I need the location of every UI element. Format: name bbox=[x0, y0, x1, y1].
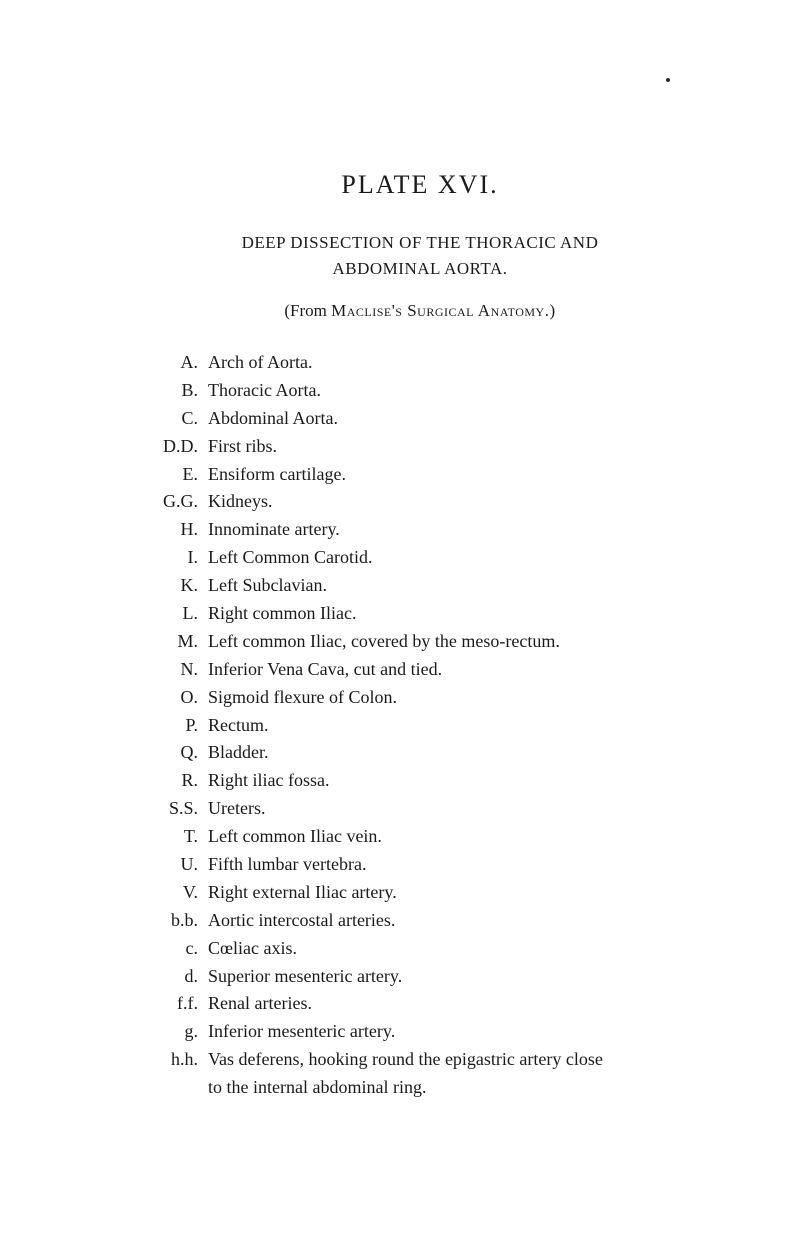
list-item: g.Inferior mesenteric artery. bbox=[130, 1018, 710, 1046]
list-item: R.Right iliac fossa. bbox=[130, 767, 710, 795]
entry-label: I. bbox=[130, 544, 208, 572]
entry-label: f.f. bbox=[130, 990, 208, 1018]
list-item: K.Left Subclavian. bbox=[130, 572, 710, 600]
entry-text: Sigmoid flexure of Colon. bbox=[208, 684, 710, 712]
list-item: M.Left common Iliac, covered by the meso… bbox=[130, 628, 710, 656]
entry-text: Innominate artery. bbox=[208, 516, 710, 544]
entry-label: V. bbox=[130, 879, 208, 907]
entry-label: b.b. bbox=[130, 907, 208, 935]
entry-label: C. bbox=[130, 405, 208, 433]
list-item: V.Right external Iliac artery. bbox=[130, 879, 710, 907]
entry-label: g. bbox=[130, 1018, 208, 1046]
entry-text: Right common Iliac. bbox=[208, 600, 710, 628]
list-item: S.S.Ureters. bbox=[130, 795, 710, 823]
list-item: Q.Bladder. bbox=[130, 739, 710, 767]
entry-label: c. bbox=[130, 935, 208, 963]
entry-text: Abdominal Aorta. bbox=[208, 405, 710, 433]
list-item: N.Inferior Vena Cava, cut and tied. bbox=[130, 656, 710, 684]
entries-list: A.Arch of Aorta. B.Thoracic Aorta. C.Abd… bbox=[130, 349, 710, 1102]
entry-label: Q. bbox=[130, 739, 208, 767]
entry-label: L. bbox=[130, 600, 208, 628]
source-smallcaps: Maclise's Surgical Anatomy.) bbox=[331, 301, 556, 320]
entry-label: G.G. bbox=[130, 488, 208, 516]
entry-label: R. bbox=[130, 767, 208, 795]
document-page: PLATE XVI. DEEP DISSECTION OF THE THORAC… bbox=[0, 0, 800, 1256]
entry-text: Left common Iliac vein. bbox=[208, 823, 710, 851]
entry-text: First ribs. bbox=[208, 433, 710, 461]
entry-text: Ensiform cartilage. bbox=[208, 461, 710, 489]
plate-title: PLATE XVI. bbox=[130, 170, 710, 200]
entry-label: h.h. bbox=[130, 1046, 208, 1074]
list-item: L.Right common Iliac. bbox=[130, 600, 710, 628]
list-item: H.Innominate artery. bbox=[130, 516, 710, 544]
entry-text: Vas deferens, hooking round the epigastr… bbox=[208, 1046, 710, 1074]
entry-label: d. bbox=[130, 963, 208, 991]
entry-continuation: to the internal abdominal ring. bbox=[130, 1074, 710, 1102]
list-item: A.Arch of Aorta. bbox=[130, 349, 710, 377]
entry-label: A. bbox=[130, 349, 208, 377]
entry-text: Inferior mesenteric artery. bbox=[208, 1018, 710, 1046]
list-item: I.Left Common Carotid. bbox=[130, 544, 710, 572]
stray-dot-mark bbox=[666, 78, 670, 82]
entry-label: M. bbox=[130, 628, 208, 656]
list-item: D.D.First ribs. bbox=[130, 433, 710, 461]
subtitle-line-1: DEEP DISSECTION OF THE THORACIC AND bbox=[242, 233, 599, 252]
entry-label: K. bbox=[130, 572, 208, 600]
list-item: d.Superior mesenteric artery. bbox=[130, 963, 710, 991]
entry-label: S.S. bbox=[130, 795, 208, 823]
entry-text: Left Subclavian. bbox=[208, 572, 710, 600]
entry-label: O. bbox=[130, 684, 208, 712]
list-item: h.h.Vas deferens, hooking round the epig… bbox=[130, 1046, 710, 1074]
list-item: B.Thoracic Aorta. bbox=[130, 377, 710, 405]
entry-label: H. bbox=[130, 516, 208, 544]
list-item: P.Rectum. bbox=[130, 712, 710, 740]
entry-text: Renal arteries. bbox=[208, 990, 710, 1018]
list-item: c.Cœliac axis. bbox=[130, 935, 710, 963]
entry-text: Rectum. bbox=[208, 712, 710, 740]
entry-label: B. bbox=[130, 377, 208, 405]
entry-text: Right iliac fossa. bbox=[208, 767, 710, 795]
list-item: E.Ensiform cartilage. bbox=[130, 461, 710, 489]
subtitle-block: DEEP DISSECTION OF THE THORACIC AND ABDO… bbox=[130, 230, 710, 281]
source-line: (From Maclise's Surgical Anatomy.) bbox=[130, 301, 710, 321]
list-item: b.b.Aortic intercostal arteries. bbox=[130, 907, 710, 935]
entry-text: Ureters. bbox=[208, 795, 710, 823]
list-item: U.Fifth lumbar vertebra. bbox=[130, 851, 710, 879]
source-prefix: (From bbox=[284, 301, 331, 320]
list-item: T.Left common Iliac vein. bbox=[130, 823, 710, 851]
entry-text: Cœliac axis. bbox=[208, 935, 710, 963]
entry-text: Fifth lumbar vertebra. bbox=[208, 851, 710, 879]
entry-text: Superior mesenteric artery. bbox=[208, 963, 710, 991]
entry-label: D.D. bbox=[130, 433, 208, 461]
entry-text: Thoracic Aorta. bbox=[208, 377, 710, 405]
list-item: G.G.Kidneys. bbox=[130, 488, 710, 516]
entry-text: Right external Iliac artery. bbox=[208, 879, 710, 907]
entry-text: Inferior Vena Cava, cut and tied. bbox=[208, 656, 710, 684]
entry-text: Left Common Carotid. bbox=[208, 544, 710, 572]
list-item: C.Abdominal Aorta. bbox=[130, 405, 710, 433]
entry-label: E. bbox=[130, 461, 208, 489]
entry-text: Arch of Aorta. bbox=[208, 349, 710, 377]
entry-text: Aortic intercostal arteries. bbox=[208, 907, 710, 935]
entry-label: P. bbox=[130, 712, 208, 740]
entry-text: Kidneys. bbox=[208, 488, 710, 516]
subtitle-line-2: ABDOMINAL AORTA. bbox=[333, 259, 508, 278]
list-item: f.f.Renal arteries. bbox=[130, 990, 710, 1018]
entry-label: T. bbox=[130, 823, 208, 851]
entry-label: N. bbox=[130, 656, 208, 684]
entry-label: U. bbox=[130, 851, 208, 879]
entry-text: Bladder. bbox=[208, 739, 710, 767]
list-item: O.Sigmoid flexure of Colon. bbox=[130, 684, 710, 712]
entry-text: Left common Iliac, covered by the meso-r… bbox=[208, 628, 710, 656]
